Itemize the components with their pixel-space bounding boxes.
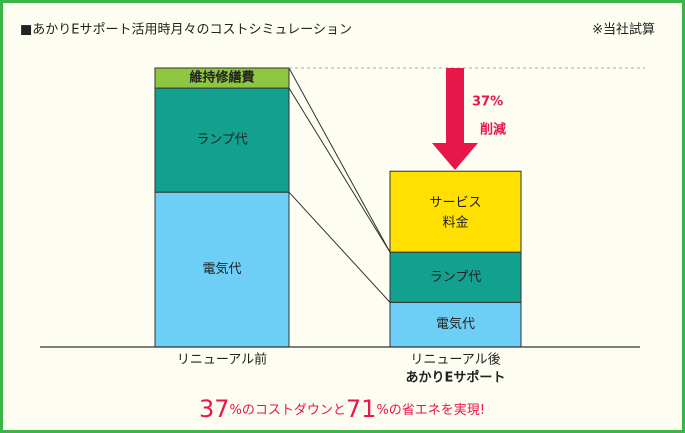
segment-label: 電気代 (436, 316, 475, 332)
reduction-value: 37% (472, 95, 503, 110)
x-tick-label: リニューアル前 (177, 352, 267, 368)
bar-segment (154, 67, 290, 89)
reduction-label: 削減 (480, 122, 506, 138)
segment-label: ランプ代 (430, 270, 482, 285)
reduction-arrow (432, 68, 478, 170)
connector (288, 67, 391, 253)
bar-segment (389, 301, 522, 348)
footer-part: 37 (199, 395, 230, 423)
footer-part: 71 (346, 395, 377, 423)
note: ※当社試算 (592, 22, 655, 38)
chart-title: ■あかりEサポート活用時月々のコストシミュレーション (20, 23, 352, 38)
connector (288, 87, 391, 253)
bar-segment (389, 170, 522, 253)
footer: 37%のコストダウンと71%の省エネを実現! (199, 395, 485, 423)
segment-label: 維持修繕費 (189, 70, 254, 86)
segment-label: サービス料金 (429, 195, 481, 230)
bar-segment (389, 251, 522, 303)
segment-label: 電気代 (202, 261, 241, 277)
footer-part: %の省エネを実現! (376, 402, 485, 418)
x-tick-label: リニューアル後 (410, 353, 500, 368)
segment-label: ランプ代 (196, 133, 248, 148)
connector (288, 191, 391, 303)
footer-part: %のコストダウンと (230, 403, 346, 418)
bar-segment (154, 191, 290, 348)
x-tick-sublabel: あかりEサポート (406, 370, 506, 386)
